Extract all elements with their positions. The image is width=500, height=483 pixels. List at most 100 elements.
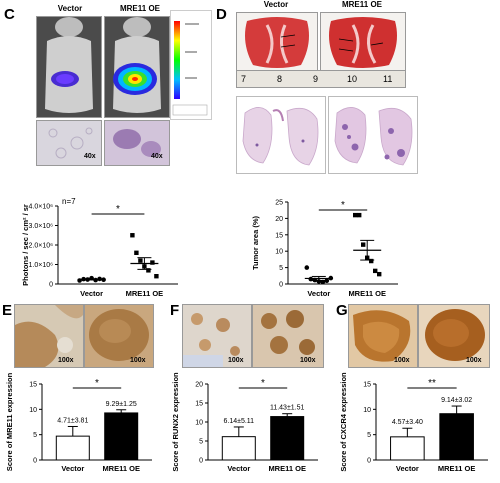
panel-label-f: F: [170, 302, 180, 319]
f-xtick-label: Vector: [227, 464, 250, 473]
c-mre11-point: [134, 250, 139, 255]
d-vector-heading: Vector: [263, 0, 289, 9]
panel-label-c: C: [4, 6, 15, 23]
c-vector-mouse-drawing: [37, 17, 101, 117]
panel-label-e: E: [2, 302, 13, 319]
g-data-label: 9.14±3.02: [441, 397, 472, 404]
c-mre11-ivis-image: [104, 16, 170, 118]
g-mre11-magnification: 100x: [466, 357, 482, 364]
c-n-label: n=7: [62, 197, 76, 206]
g-xtick-label: Vector: [396, 464, 419, 473]
d-mre11-lung-photo: [320, 12, 406, 72]
c-mre11-point: [146, 268, 151, 273]
e-data-label: 4.71±3.81: [57, 417, 88, 424]
c-xtick-label: Vector: [80, 289, 103, 298]
d-ruler: 7 8 9 10 11: [236, 70, 406, 88]
d-scatter-plot: 0 5 10 15 20 25 Tumor area (%) Vector MRE11 OE *: [251, 200, 398, 298]
d-vector-lung-drawing: [237, 13, 317, 71]
c-ytick-label: 4.0×10⁶: [29, 204, 54, 211]
e-bar: [104, 412, 139, 461]
g-ytick-label: 0: [367, 458, 371, 465]
c-mre11-point: [130, 233, 135, 238]
e-vector-ihc-drawing: [15, 305, 83, 367]
d-mre11-point: [373, 268, 378, 274]
d-ylabel: Tumor area (%): [251, 215, 260, 270]
d-ruler-tick-9: 9: [313, 74, 319, 84]
f-significance-mark: *: [261, 378, 265, 389]
g-mre11-ihc-drawing: [419, 305, 489, 367]
c-mre11-point: [150, 260, 155, 265]
e-bar: [55, 435, 90, 461]
c-vector-histology-drawing: [37, 121, 101, 165]
g-significance-mark: **: [428, 378, 436, 389]
c-ylabel: Photons / sec / cm² / sr: [21, 204, 30, 286]
e-ytick-label: 10: [29, 407, 37, 414]
e-vector-magnification: 100x: [58, 357, 74, 364]
e-bar-chart: 0 5 10 15 Score of MRE11 expression 4.71±3.81…: [5, 372, 152, 473]
f-bar: [221, 436, 256, 461]
d-ytick-label: 10: [275, 249, 283, 256]
g-vector-ihc-image: [348, 304, 418, 368]
panel-label-d: D: [216, 6, 227, 23]
f-ytick-label: 15: [195, 401, 203, 408]
c-vector-heading: Vector: [57, 4, 83, 13]
e-ytick-label: 15: [29, 382, 37, 389]
c-colorbar-graphic: [172, 21, 208, 116]
d-xtick-label: Vector: [307, 289, 330, 298]
g-ylabel: Score of CXCR4 expression: [339, 372, 348, 472]
d-xtick-label: MRE11 OE: [348, 289, 386, 298]
g-data-label: 4.57±3.40: [392, 419, 423, 426]
d-ytick-label: 20: [275, 216, 283, 223]
d-mre11-heading: MRE11 OE: [341, 0, 382, 9]
c-mre11-histology: [104, 120, 170, 166]
c-mre11-heading: MRE11 OE: [119, 4, 160, 13]
e-xtick-label: Vector: [61, 464, 84, 473]
e-vector-ihc-image: [14, 304, 84, 368]
e-ytick-label: 0: [33, 458, 37, 465]
g-xtick-label: MRE11 OE: [438, 464, 476, 473]
c-ytick-label: 2.0×10⁶: [29, 243, 54, 250]
d-vector-he-slide: [236, 96, 326, 174]
c-vector-point: [77, 278, 82, 283]
f-ytick-label: 0: [199, 458, 203, 465]
d-mre11-he-drawing: [334, 107, 413, 166]
d-mre11-point: [361, 242, 366, 247]
c-mre11-mouse-drawing: [105, 17, 169, 117]
g-bar: [390, 436, 425, 461]
d-mre11-lung-drawing: [321, 13, 405, 71]
f-vector-ihc-drawing: [183, 305, 251, 367]
c-xtick-label: MRE11 OE: [126, 289, 164, 298]
g-bar-chart: 0 5 10 15 Score of CXCR4 expression 4.57±3.40…: [339, 372, 488, 473]
d-mre11-point: [377, 271, 382, 277]
f-mre11-ihc-image: [252, 304, 324, 368]
e-ytick-label: 5: [33, 432, 37, 439]
c-mre11-point: [138, 258, 143, 263]
d-ruler-tick-7: 7: [241, 74, 247, 84]
f-ytick-label: 5: [199, 439, 203, 446]
d-mre11-point: [353, 212, 358, 218]
c-ytick-label: 0: [49, 282, 53, 289]
d-mre11-point: [369, 258, 374, 264]
e-xtick-label: MRE11 OE: [102, 464, 140, 473]
e-mre11-magnification: 100x: [130, 357, 146, 364]
d-vector-point: [324, 278, 330, 284]
e-data-label: 9.29±1.25: [106, 401, 137, 408]
c-vector-histology: [36, 120, 102, 166]
c-vector-magnification: 40x: [84, 153, 96, 160]
f-data-label: 11.43±1.51: [270, 405, 305, 412]
f-vector-ihc-image: [182, 304, 252, 368]
d-vector-lung-photo: [236, 12, 318, 72]
g-bar: [439, 413, 474, 461]
g-ytick-label: 15: [363, 382, 371, 389]
g-ytick-label: 5: [367, 432, 371, 439]
c-vector-ivis-image: [36, 16, 102, 118]
f-data-label: 6.14±5.11: [224, 418, 255, 425]
e-significance-mark: *: [95, 378, 99, 389]
g-vector-magnification: 100x: [394, 357, 410, 364]
d-mre11-he-slide: [328, 96, 418, 174]
d-ytick-label: 0: [279, 282, 283, 289]
d-ruler-tick-11: 11: [383, 74, 393, 84]
c-mre11-histology-drawing: [105, 121, 169, 165]
f-ytick-label: 20: [195, 382, 203, 389]
